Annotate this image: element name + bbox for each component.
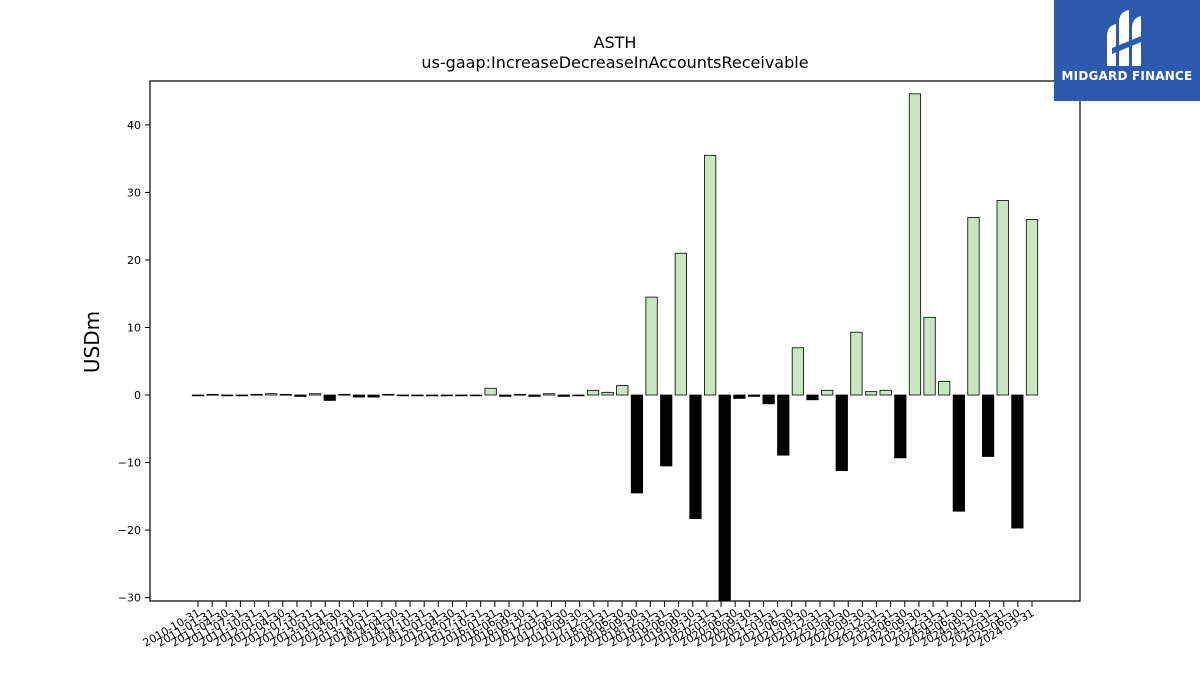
bar: [630, 394, 644, 494]
bar: [938, 381, 951, 396]
bar: [221, 394, 234, 397]
y-axis: −30 −20 −10 0 10 20 30 40: [118, 119, 150, 605]
bar: [967, 217, 980, 396]
bar: [660, 394, 673, 467]
y-tick-label: 40: [127, 119, 141, 132]
bar: [762, 394, 775, 405]
bar: [704, 154, 717, 396]
bar: [294, 394, 307, 397]
bar: [382, 393, 395, 396]
bar: [191, 394, 205, 397]
y-tick-label: −20: [118, 524, 141, 537]
bar: [777, 394, 790, 456]
chart-subtitle: us-gaap:IncreaseDecreaseInAccountsReceiv…: [421, 53, 808, 72]
x-axis: 2010-10-312011-01-312011-04-302011-07-31…: [141, 601, 1037, 650]
bar: [806, 394, 819, 401]
bar: [367, 394, 380, 398]
bar: [1011, 394, 1024, 529]
bar: [323, 394, 336, 401]
bar: [206, 393, 219, 396]
bar: [718, 394, 731, 602]
bar: [396, 394, 409, 397]
bar: [528, 394, 541, 397]
bar: [996, 200, 1009, 396]
bar: [455, 394, 468, 397]
logo: MIDGARD FINANCE: [1054, 0, 1200, 101]
bar: [747, 394, 761, 397]
bar: [923, 316, 936, 396]
bar: [235, 394, 249, 397]
bar: [557, 394, 570, 397]
bars-group: [191, 93, 1039, 602]
bar: [982, 394, 995, 457]
bar: [572, 394, 585, 397]
bar: [879, 389, 892, 396]
y-tick-label: 20: [127, 254, 141, 267]
bar: [689, 394, 702, 520]
bar: [1025, 219, 1039, 396]
y-tick-label: 10: [127, 321, 141, 334]
bar: [894, 394, 907, 459]
logo-mark-icon: [1107, 10, 1146, 66]
bar: [601, 391, 614, 396]
bar: [864, 391, 878, 396]
bar: [645, 296, 658, 396]
y-tick-label: −10: [118, 457, 141, 470]
bar: [499, 394, 512, 397]
bar: [908, 93, 922, 396]
y-axis-label: USDm: [80, 311, 104, 373]
bar: [411, 394, 424, 397]
bar: [791, 347, 805, 396]
bar: [733, 394, 746, 399]
bar: [425, 394, 439, 397]
chart-title: ASTH: [594, 33, 637, 52]
bar: [279, 393, 292, 396]
bar: [440, 394, 453, 397]
bar: [352, 394, 366, 398]
bar: [586, 389, 600, 396]
bar: [821, 389, 834, 396]
bar: [835, 394, 848, 472]
bar: [469, 394, 483, 397]
bar: [952, 394, 965, 512]
bar: [308, 393, 322, 396]
plot-frame: [149, 80, 1081, 602]
bar: [250, 393, 263, 396]
bar: [484, 387, 497, 396]
logo-text: MIDGARD FINANCE: [1061, 69, 1193, 83]
y-tick-label: −30: [118, 592, 141, 605]
bar: [674, 252, 687, 396]
y-tick-label: 30: [127, 186, 141, 199]
bar: [338, 393, 351, 396]
bar: [543, 393, 556, 396]
bar: [265, 393, 278, 396]
bar: [850, 331, 863, 396]
y-tick-label: 0: [134, 389, 141, 402]
bar: [616, 385, 629, 396]
bar: [513, 393, 527, 396]
